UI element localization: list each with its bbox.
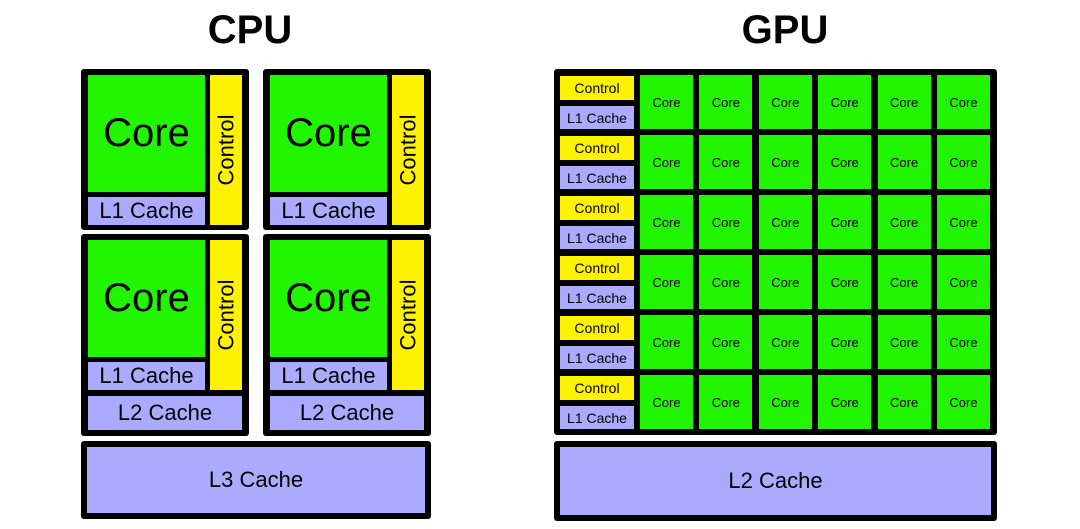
gpu-control: Control	[560, 376, 634, 400]
gpu-core: Core	[877, 375, 931, 429]
gpu-core: Core	[818, 195, 872, 249]
gpu-l1-cache: L1 Cache	[560, 346, 634, 369]
gpu-core: Core	[818, 375, 872, 429]
gpu-control: Control	[560, 136, 634, 160]
cpu-l2-cache: L2 Cache	[88, 396, 242, 430]
cpu-l3-cache: L3 Cache	[87, 447, 425, 513]
gpu-core: Core	[818, 255, 872, 309]
gpu-core: Core	[877, 135, 931, 189]
gpu-core: Core	[818, 315, 872, 369]
gpu-l2-cache-border: L2 Cache	[554, 441, 997, 521]
cpu-control-label: Control	[395, 114, 421, 186]
gpu-control: Control	[560, 316, 634, 340]
gpu-core: Core	[877, 255, 931, 309]
cpu-core: Core	[88, 240, 205, 357]
cpu-core-block: Core L1 Cache Control	[81, 69, 249, 230]
cpu-control: Control	[392, 75, 424, 225]
gpu-core: Core	[937, 315, 990, 369]
gpu-core: Core	[937, 135, 990, 189]
gpu-core: Core	[758, 255, 812, 309]
cpu-title: CPU	[207, 8, 293, 52]
gpu-l1-cache: L1 Cache	[560, 406, 634, 429]
gpu-control: Control	[560, 76, 634, 100]
gpu-core: Core	[699, 255, 753, 309]
gpu-core: Core	[640, 135, 693, 189]
gpu-core: Core	[937, 375, 990, 429]
cpu-core-block: Core L1 Cache Control L2 Cache	[81, 234, 249, 436]
gpu-core: Core	[818, 75, 872, 129]
gpu-core: Core	[640, 255, 693, 309]
gpu-control: Control	[560, 256, 634, 280]
cpu-l1-cache: L1 Cache	[88, 197, 205, 225]
gpu-core: Core	[758, 375, 812, 429]
gpu-core: Core	[699, 375, 753, 429]
gpu-core: Core	[758, 315, 812, 369]
gpu-l2-cache: L2 Cache	[560, 447, 991, 515]
cpu-core: Core	[88, 75, 205, 192]
gpu-title: GPU	[741, 8, 829, 52]
gpu-core: Core	[640, 75, 693, 129]
gpu-core-array: Control L1 Cache Core Core Core Core Core Core C…	[554, 69, 997, 435]
gpu-core: Core	[699, 135, 753, 189]
cpu-core: Core	[270, 240, 387, 357]
gpu-core: Core	[758, 195, 812, 249]
gpu-core: Core	[699, 75, 753, 129]
cpu-control-label: Control	[213, 279, 239, 351]
gpu-core: Core	[699, 195, 753, 249]
gpu-core: Core	[877, 195, 931, 249]
gpu-core: Core	[758, 135, 812, 189]
gpu-core: Core	[758, 75, 812, 129]
gpu-core: Core	[937, 255, 990, 309]
cpu-control: Control	[210, 240, 242, 390]
gpu-core: Core	[937, 195, 990, 249]
cpu-control-label: Control	[213, 114, 239, 186]
gpu-core: Core	[877, 315, 931, 369]
gpu-core: Core	[818, 135, 872, 189]
cpu-core-block: Core L1 Cache Control	[263, 69, 431, 230]
gpu-core: Core	[877, 75, 931, 129]
gpu-control: Control	[560, 196, 634, 220]
gpu-core: Core	[640, 315, 693, 369]
cpu-l2-cache: L2 Cache	[270, 396, 424, 430]
gpu-l1-cache: L1 Cache	[560, 286, 634, 309]
gpu-core: Core	[699, 315, 753, 369]
cpu-core-block: Core L1 Cache Control L2 Cache	[263, 234, 431, 436]
cpu-control: Control	[392, 240, 424, 390]
gpu-core: Core	[640, 195, 693, 249]
gpu-l1-cache: L1 Cache	[560, 106, 634, 129]
cpu-l1-cache: L1 Cache	[270, 197, 387, 225]
gpu-core: Core	[640, 375, 693, 429]
gpu-core: Core	[937, 75, 990, 129]
cpu-l1-cache: L1 Cache	[88, 362, 205, 390]
cpu-l1-cache: L1 Cache	[270, 362, 387, 390]
cpu-control-label: Control	[395, 279, 421, 351]
gpu-l1-cache: L1 Cache	[560, 226, 634, 249]
cpu-l3-cache-border: L3 Cache	[81, 441, 431, 519]
cpu-core: Core	[270, 75, 387, 192]
cpu-control: Control	[210, 75, 242, 225]
gpu-l1-cache: L1 Cache	[560, 166, 634, 189]
